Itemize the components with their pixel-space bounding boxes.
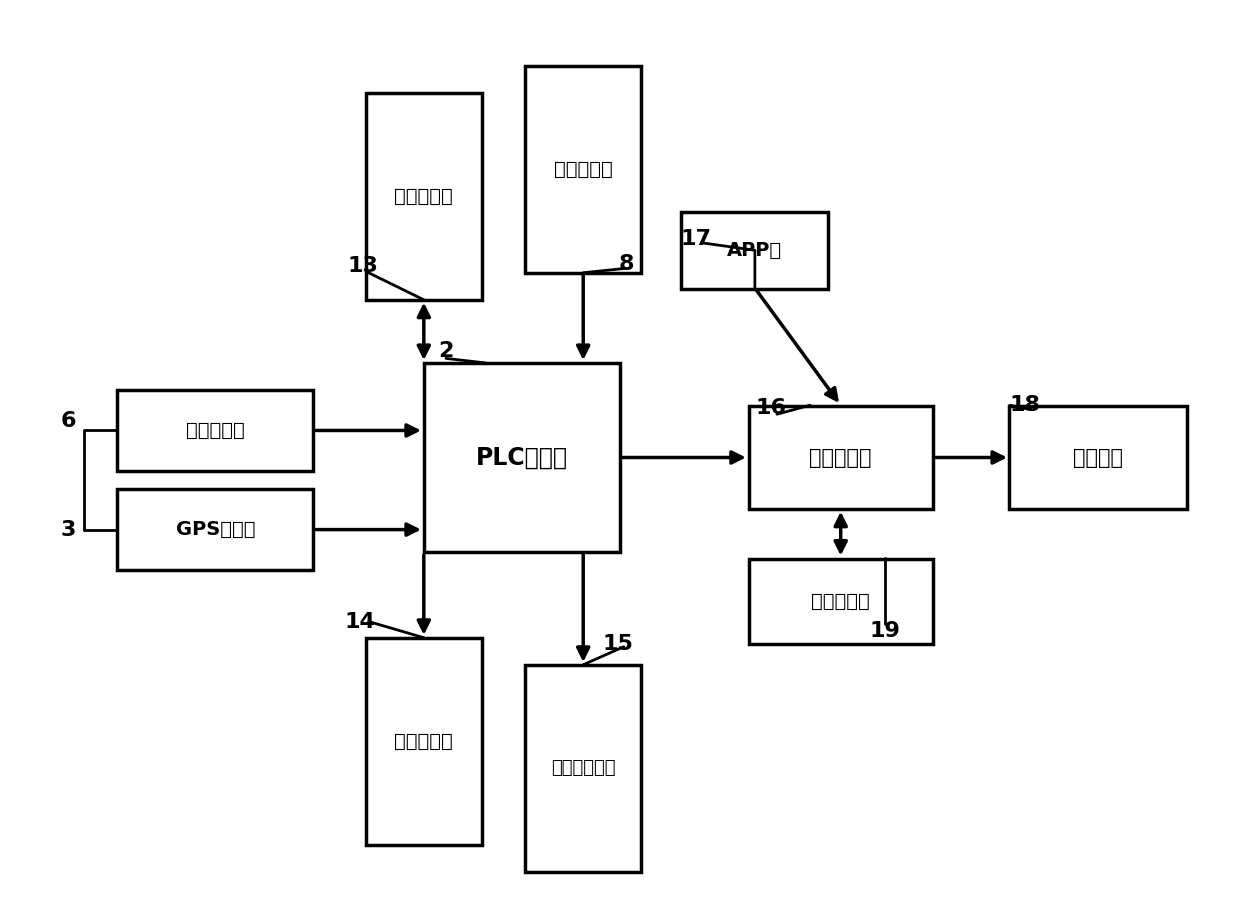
Bar <box>749 405 932 510</box>
Bar <box>118 489 314 570</box>
Text: 13: 13 <box>347 256 378 276</box>
Bar <box>366 92 482 300</box>
Text: 上料数据库: 上料数据库 <box>394 187 453 206</box>
Bar <box>749 559 932 644</box>
Bar <box>681 212 828 288</box>
Text: 17: 17 <box>681 230 712 250</box>
Text: 8: 8 <box>619 253 634 274</box>
Bar <box>424 363 620 552</box>
Text: 3: 3 <box>61 520 76 540</box>
Bar <box>525 66 641 273</box>
Bar <box>366 638 482 845</box>
Text: APP端: APP端 <box>728 241 782 260</box>
Text: 订单数据库: 订单数据库 <box>811 592 870 611</box>
Text: 温度传感器: 温度传感器 <box>186 421 244 440</box>
Bar <box>118 390 314 471</box>
Text: 14: 14 <box>345 611 376 631</box>
Text: 客户终端: 客户终端 <box>1073 447 1123 468</box>
Bar <box>1009 405 1187 510</box>
Text: 2: 2 <box>438 341 454 361</box>
Text: GPS定位器: GPS定位器 <box>176 520 255 539</box>
Text: 条码扫描仪: 条码扫描仪 <box>554 159 613 178</box>
Text: 地图生成模块: 地图生成模块 <box>551 759 615 778</box>
Text: 中央控制器: 中央控制器 <box>810 447 872 468</box>
Text: PLC控制器: PLC控制器 <box>476 446 568 469</box>
Text: 6: 6 <box>61 412 76 432</box>
Text: 19: 19 <box>869 620 900 640</box>
Text: 送货员终端: 送货员终端 <box>394 732 453 751</box>
Text: 16: 16 <box>755 398 786 418</box>
Text: 15: 15 <box>603 634 632 654</box>
Text: 18: 18 <box>1009 395 1040 415</box>
Bar <box>525 665 641 872</box>
